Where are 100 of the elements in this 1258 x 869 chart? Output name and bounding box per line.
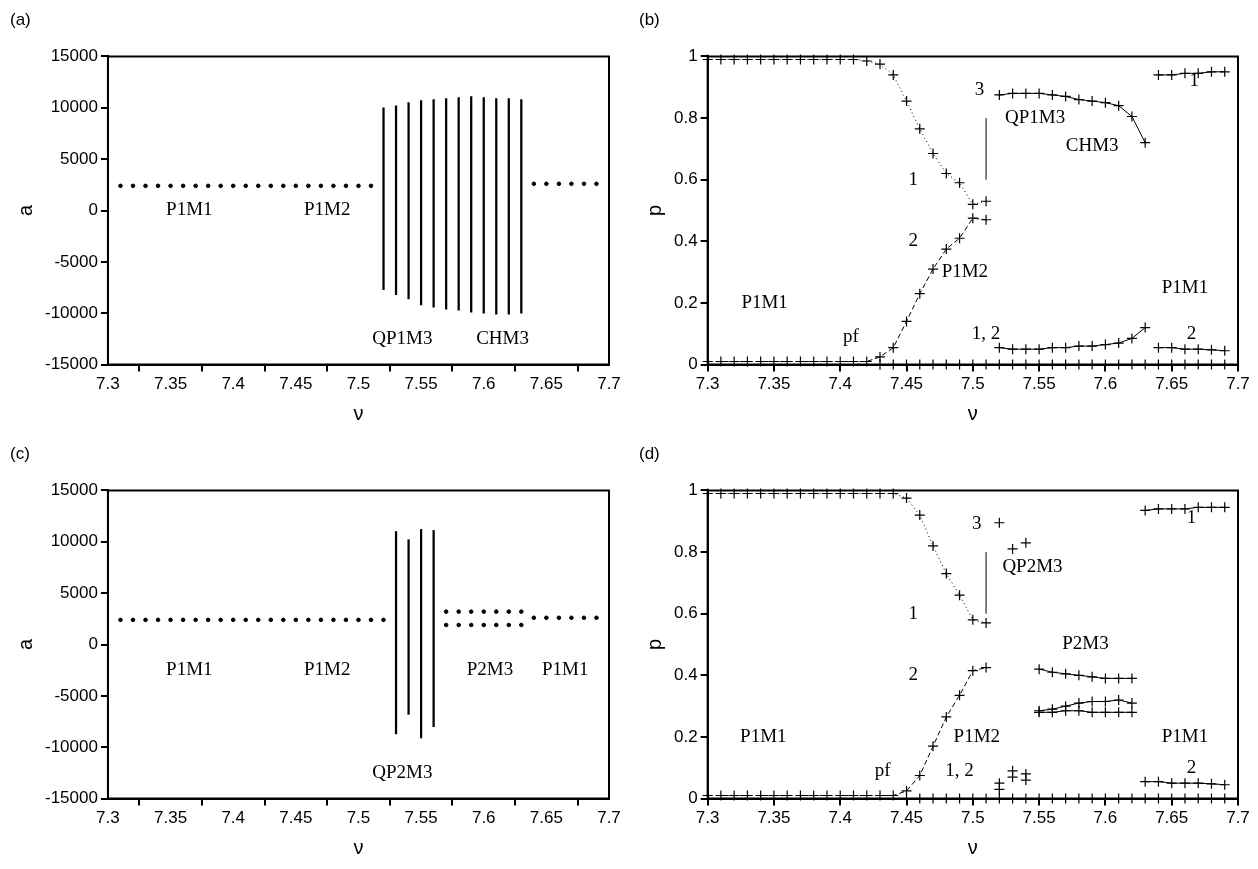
annotation: 1, 2 (971, 321, 1001, 343)
annotation: P1M2 (303, 198, 351, 220)
x-tick-label: 7.45 (279, 374, 313, 394)
y-tick-label: 10000 (50, 97, 98, 117)
x-tick-label: 7.3 (695, 808, 720, 828)
y-tick-label: 0.4 (673, 665, 698, 685)
annotation: 1 (1186, 506, 1197, 528)
annotation: pf (874, 758, 892, 780)
annotation: P1M1 (740, 724, 787, 746)
annotation: P1M2 (953, 724, 1001, 746)
chart-title: (c) (10, 443, 30, 463)
x-tick-label: 7.45 (889, 808, 924, 828)
x-tick-label: 7.6 (471, 374, 496, 394)
x-tick-label: 7.7 (597, 374, 621, 394)
x-tick-label: 7.7 (597, 808, 621, 828)
x-tick-label: 7.6 (471, 808, 496, 828)
y-tick-label: 1 (688, 46, 698, 66)
y-tick-label: -10000 (45, 302, 98, 322)
annotation: QP2M3 (372, 761, 433, 782)
x-tick-label: 7.35 (154, 374, 188, 394)
y-tick-label: -5000 (54, 685, 98, 705)
x-tick-label: 7.4 (828, 374, 853, 394)
y-tick-label: -5000 (54, 251, 98, 271)
x-tick-label: 7.6 (1093, 374, 1118, 394)
y-tick-label: 0 (88, 200, 98, 220)
x-tick-label: 7.4 (828, 808, 853, 828)
y-axis-title: a (13, 204, 36, 217)
x-tick-label: 7.3 (695, 374, 720, 394)
y-tick-label: 0.4 (673, 231, 698, 251)
x-tick-label: 7.3 (96, 808, 120, 828)
x-tick-label: 7.5 (961, 374, 985, 394)
y-tick-label: 0.6 (673, 169, 698, 189)
x-tick-label: 7.4 (221, 374, 246, 394)
y-tick-label: 0.8 (673, 541, 698, 561)
x-tick-label: 7.55 (404, 374, 438, 394)
y-tick-label: 0 (88, 634, 98, 654)
chart-title: (d) (639, 443, 660, 463)
annotation: P1M1 (166, 198, 213, 220)
x-axis-title: ν (353, 835, 364, 858)
y-tick-label: 15000 (50, 46, 98, 66)
annotation: CHM3 (1065, 133, 1119, 155)
x-tick-label: 7.55 (1022, 808, 1056, 828)
annotation: 1, 2 (945, 758, 974, 780)
chart-title: (b) (639, 9, 660, 29)
annotation: 1 (908, 167, 918, 189)
y-tick-label: 0 (688, 788, 698, 808)
annotation: QP1M3 (1005, 106, 1066, 128)
annotation: P1M1 (166, 658, 213, 680)
y-tick-label: -10000 (45, 736, 98, 756)
annotation: QP1M3 (372, 327, 433, 348)
chart-title: (a) (10, 9, 31, 29)
x-tick-label: 7.55 (1022, 374, 1056, 394)
x-tick-label: 7.7 (1226, 808, 1250, 828)
y-tick-label: 0.2 (673, 292, 698, 312)
y-tick-label: 5000 (60, 148, 98, 168)
annotation: CHM3 (476, 327, 529, 348)
annotation: P1M1 (1161, 275, 1209, 297)
x-tick-label: 7.5 (961, 808, 985, 828)
x-tick-label: 7.5 (346, 374, 371, 394)
x-tick-label: 7.7 (1226, 374, 1250, 394)
annotation: P1M2 (941, 260, 989, 282)
x-tick-label: 7.45 (279, 808, 313, 828)
y-tick-label: 0.8 (673, 107, 698, 127)
x-tick-label: 7.65 (1155, 808, 1189, 828)
y-tick-label: 0 (688, 354, 698, 374)
x-axis-title: ν (967, 835, 978, 858)
annotation: P1M1 (1161, 724, 1209, 746)
x-tick-label: 7.4 (221, 808, 246, 828)
annotation: P1M2 (303, 658, 351, 680)
y-tick-label: 10000 (50, 531, 98, 551)
annotation: P1M1 (741, 290, 788, 312)
annotation: 3 (974, 78, 985, 100)
annotation: QP2M3 (1002, 555, 1063, 577)
y-tick-label: 15000 (50, 480, 98, 500)
y-tick-label: 5000 (60, 582, 98, 602)
x-tick-label: 7.45 (889, 374, 924, 394)
y-axis-title: a (13, 638, 36, 651)
annotation: 2 (908, 663, 918, 685)
y-axis-title: p (642, 638, 665, 651)
y-tick-label: 0.2 (673, 726, 698, 746)
x-tick-label: 7.5 (346, 808, 371, 828)
y-axis-title: p (642, 204, 665, 217)
annotation: P2M3 (466, 658, 514, 680)
x-tick-label: 7.65 (1155, 374, 1189, 394)
x-tick-label: 7.6 (1093, 808, 1118, 828)
annotation: 2 (1186, 755, 1197, 777)
annotation: 2 (1186, 321, 1197, 343)
x-axis-title: ν (967, 401, 978, 424)
annotation: P1M1 (541, 658, 589, 680)
y-tick-label: 1 (688, 480, 698, 500)
x-tick-label: 7.3 (96, 374, 120, 394)
y-tick-label: -15000 (45, 788, 98, 808)
x-tick-label: 7.35 (757, 808, 791, 828)
x-tick-label: 7.35 (757, 374, 791, 394)
x-tick-label: 7.65 (529, 808, 563, 828)
annotation: 1 (908, 601, 918, 623)
y-tick-label: 0.6 (673, 603, 698, 623)
x-tick-label: 7.35 (154, 808, 188, 828)
annotation: pf (842, 324, 860, 346)
x-tick-label: 7.55 (404, 808, 438, 828)
